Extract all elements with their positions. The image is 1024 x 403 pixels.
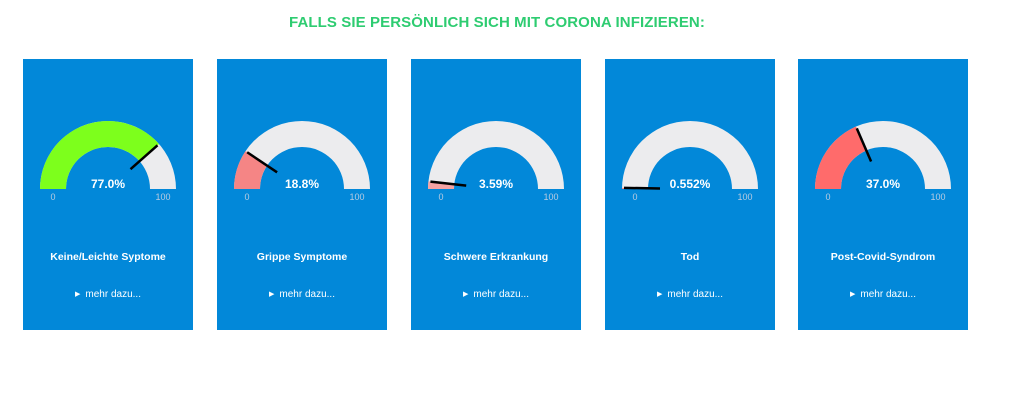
card-label-mild: Keine/Leichte Syptome bbox=[50, 251, 166, 263]
card-label-flu: Grippe Symptome bbox=[256, 251, 348, 263]
gauge-fill bbox=[815, 126, 867, 189]
gauge-value: 77.0% bbox=[91, 177, 125, 191]
gauge-needle bbox=[855, 127, 873, 162]
gauge-value: 37.0% bbox=[866, 177, 900, 191]
gauge-value: 3.59% bbox=[479, 177, 513, 191]
gauge-track bbox=[428, 121, 564, 189]
gauge-needle bbox=[430, 180, 467, 187]
gauge-max-label: 100 bbox=[349, 192, 364, 202]
gauge-min-label: 0 bbox=[825, 192, 830, 202]
gauge-needle bbox=[129, 144, 159, 171]
gauge-fill bbox=[40, 121, 160, 189]
play-arrow-icon: ▶ bbox=[75, 291, 81, 298]
card-label-death: Tod bbox=[680, 251, 700, 263]
gauge-value: 0.552% bbox=[670, 177, 711, 191]
gauge-min-label: 0 bbox=[438, 192, 443, 202]
gauge-needle bbox=[246, 151, 278, 174]
gauge-card-flu: 18.8% 0 100 Grippe Symptome ▶ mehr dazu... bbox=[217, 59, 387, 330]
card-label-postcovid: Post-Covid-Syndrom bbox=[830, 251, 936, 263]
play-arrow-icon: ▶ bbox=[657, 291, 663, 298]
more-link-flu[interactable]: ▶ mehr dazu... bbox=[269, 289, 335, 300]
gauge-mild: 77.0% 0 100 bbox=[40, 121, 176, 202]
gauge-severe: 3.59% 0 100 bbox=[428, 121, 564, 202]
gauge-card-death: 0.552% 0 100 Tod ▶ mehr dazu... bbox=[605, 59, 775, 330]
gauge-card-severe: 3.59% 0 100 Schwere Erkrankung ▶ mehr dazu.… bbox=[411, 59, 581, 330]
gauge-flu: 18.8% 0 100 bbox=[234, 121, 370, 202]
gauge-min-label: 0 bbox=[244, 192, 249, 202]
gauge-postcovid: 37.0% 0 100 bbox=[815, 121, 951, 202]
more-link-postcovid[interactable]: ▶ mehr dazu... bbox=[850, 289, 916, 300]
card-label-severe: Schwere Erkrankung bbox=[443, 251, 549, 263]
gauge-value: 18.8% bbox=[285, 177, 319, 191]
gauge-max-label: 100 bbox=[155, 192, 170, 202]
gauge-needle bbox=[623, 186, 661, 190]
more-link-death[interactable]: ▶ mehr dazu... bbox=[657, 289, 723, 300]
more-link-mild[interactable]: ▶ mehr dazu... bbox=[75, 289, 141, 300]
gauge-min-label: 0 bbox=[50, 192, 55, 202]
gauge-card-postcovid: 37.0% 0 100 Post-Covid-Syndrom ▶ mehr dazu.… bbox=[798, 59, 968, 330]
play-arrow-icon: ▶ bbox=[463, 291, 469, 298]
gauge-track bbox=[234, 121, 370, 189]
play-arrow-icon: ▶ bbox=[850, 291, 856, 298]
gauge-track bbox=[622, 121, 758, 189]
gauge-death: 0.552% 0 100 bbox=[622, 121, 758, 202]
play-arrow-icon: ▶ bbox=[269, 291, 275, 298]
gauge-min-label: 0 bbox=[632, 192, 637, 202]
more-link-severe[interactable]: ▶ mehr dazu... bbox=[463, 289, 529, 300]
gauge-card-mild: 77.0% 0 100 Keine/Leichte Syptome ▶ mehr da… bbox=[23, 59, 193, 330]
page-heading: FALLS SIE PERSÖNLICH SICH MIT CORONA INF… bbox=[289, 14, 705, 31]
gauge-max-label: 100 bbox=[543, 192, 558, 202]
gauge-max-label: 100 bbox=[930, 192, 945, 202]
gauge-max-label: 100 bbox=[737, 192, 752, 202]
